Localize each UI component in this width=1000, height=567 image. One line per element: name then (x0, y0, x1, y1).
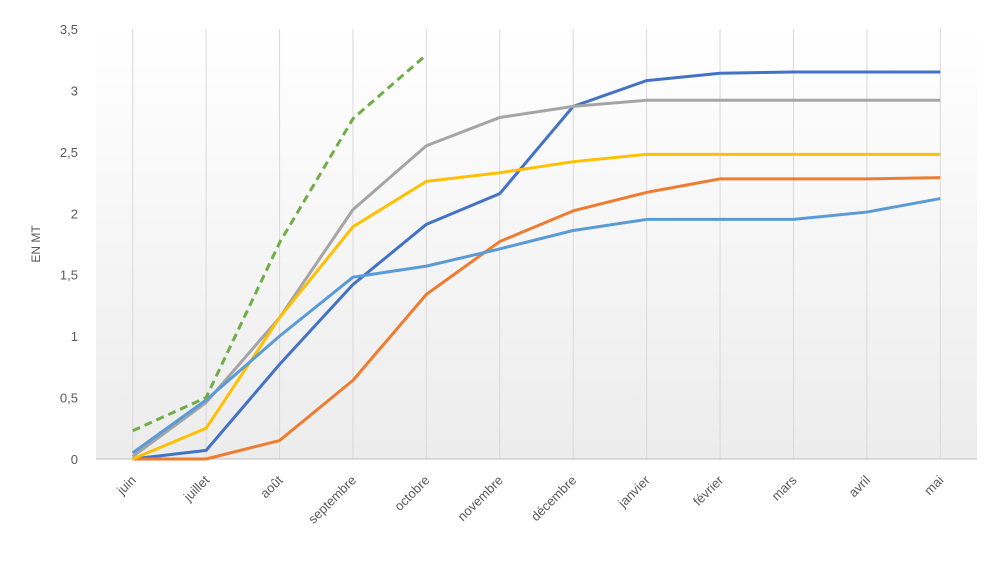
x-tick-label: avril (846, 472, 874, 500)
y-tick-label: 1,5 (60, 268, 78, 283)
x-tick-label: novembre (454, 473, 505, 524)
x-tick-label: février (690, 472, 727, 509)
series-line (132, 176, 941, 461)
x-tick-label: juillet (180, 472, 213, 505)
x-tick-label: octobre (391, 473, 432, 514)
x-tick-label: mars (769, 472, 800, 503)
x-tick-label: décembre (528, 473, 579, 524)
x-tick-label: août (257, 472, 286, 501)
y-axis-title: EN MT (29, 225, 43, 263)
series-line (132, 53, 428, 433)
y-tick-label: 2 (71, 206, 78, 221)
y-tick-label: 2,5 (60, 145, 78, 160)
y-tick-label: 0 (71, 452, 78, 467)
y-tick-label: 3 (71, 83, 78, 98)
x-tick-label: septembre (305, 473, 359, 527)
x-tick-label: janvier (614, 472, 653, 511)
y-tick-label: 3,5 (60, 22, 78, 37)
x-tick-label: mai (921, 472, 946, 497)
series-line (132, 152, 941, 461)
series-line (131, 197, 941, 455)
y-tick-label: 0,5 (60, 391, 78, 406)
x-tick-label: juin (113, 473, 139, 499)
series-line (131, 98, 941, 458)
series-line (132, 70, 941, 461)
y-tick-label: 1 (71, 329, 78, 344)
